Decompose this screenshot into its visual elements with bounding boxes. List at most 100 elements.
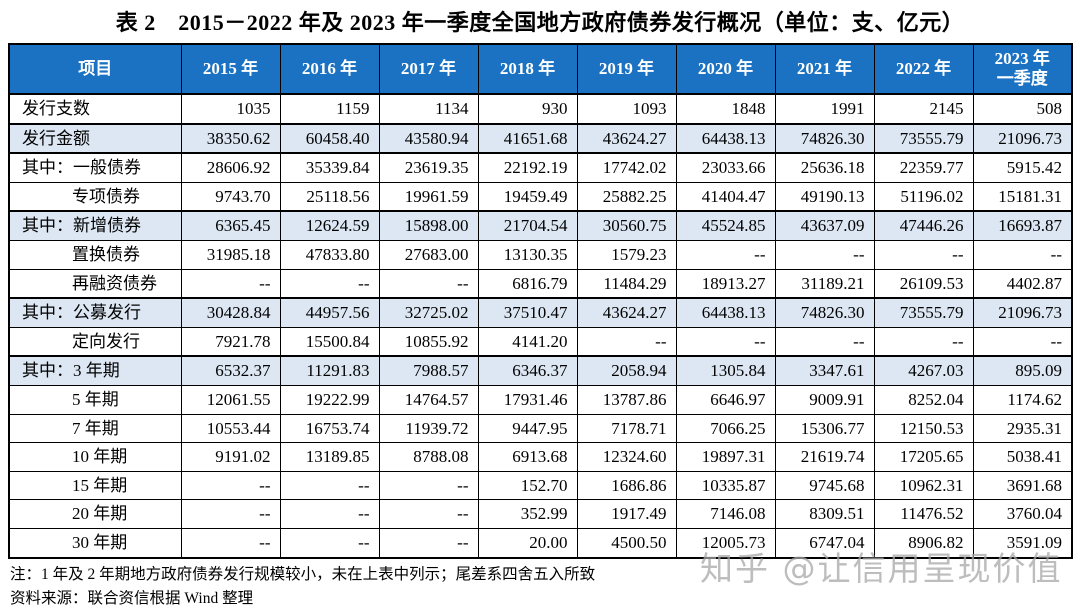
cell-value: 47446.26 (873, 210, 974, 241)
table-row: 15 年期 -- -- -- 152.70 1686.86 10335.87 9745.68 1… (8, 470, 1073, 501)
cell-value: 7146.08 (675, 499, 776, 529)
cell-value: 6646.97 (675, 384, 776, 415)
cell-value: 43624.27 (576, 122, 677, 154)
cell-value: -- (675, 326, 776, 357)
cell-value: 16693.87 (972, 210, 1073, 241)
table-row: 其中：一般债券 28606.92 35339.84 23619.35 22192.19 1… (8, 152, 1073, 183)
cell-value: 28606.92 (180, 152, 281, 183)
cell-value: 25882.25 (576, 181, 677, 212)
cell-value: 352.99 (477, 499, 578, 529)
cell-value: 930 (477, 93, 578, 125)
cell-value: 7988.57 (378, 355, 479, 386)
cell-value: 17742.02 (576, 152, 677, 183)
column-header: 2018 年 (477, 43, 578, 95)
cell-value: 11476.52 (873, 499, 974, 529)
cell-value: -- (279, 499, 380, 529)
cell-value: -- (180, 499, 281, 529)
cell-value: 18913.27 (675, 268, 776, 299)
column-header: 2015 年 (180, 43, 281, 95)
header-row: 项目 2015 年 2016 年 2017 年 2018 年 2019 年 2020 年 20… (8, 43, 1073, 95)
cell-value: -- (774, 326, 875, 357)
cell-value: 1174.62 (972, 384, 1073, 415)
cell-value: 43637.09 (774, 210, 875, 241)
row-label: 发行支数 (8, 93, 182, 125)
row-label: 再融资债券 (8, 268, 182, 299)
cell-value: 74826.30 (774, 122, 875, 154)
row-label: 20 年期 (8, 499, 182, 529)
cell-value: -- (774, 239, 875, 270)
row-label: 专项债券 (8, 181, 182, 212)
cell-value: 1305.84 (675, 355, 776, 386)
cell-value: 21704.54 (477, 210, 578, 241)
cell-value: 25118.56 (279, 181, 380, 212)
cell-value: 49190.13 (774, 181, 875, 212)
cell-value: 17205.65 (873, 442, 974, 472)
cell-value: 45524.85 (675, 210, 776, 241)
cell-value: 15898.00 (378, 210, 479, 241)
cell-value: 2145 (873, 93, 974, 125)
cell-value: -- (378, 499, 479, 529)
cell-value: 12005.73 (675, 527, 776, 559)
cell-value: 22192.19 (477, 152, 578, 183)
column-header: 2016 年 (279, 43, 380, 95)
cell-value: 30560.75 (576, 210, 677, 241)
column-header: 项目 (8, 43, 182, 95)
cell-value: 1848 (675, 93, 776, 125)
table-row: 置换债券 31985.18 47833.80 27683.00 13130.35 1579… (8, 239, 1073, 270)
cell-value: 47833.80 (279, 239, 380, 270)
cell-value: 5915.42 (972, 152, 1073, 183)
row-label: 置换债券 (8, 239, 182, 270)
cell-value: 6816.79 (477, 268, 578, 299)
table-row: 再融资债券 -- -- -- 6816.79 11484.29 18913.27 31189.… (8, 268, 1073, 299)
footnote-line: 注：1 年及 2 年期地方政府债券发行规模较小，未在上表中列示；尾差系四舍五入所… (10, 565, 596, 583)
cell-value: -- (279, 268, 380, 299)
table-row: 其中：3 年期 6532.37 11291.83 7988.57 6346.37 2058… (8, 355, 1073, 386)
cell-value: 4500.50 (576, 527, 677, 559)
cell-value: 15500.84 (279, 326, 380, 357)
cell-value: 14764.57 (378, 384, 479, 415)
cell-value: -- (378, 470, 479, 501)
cell-value: 41651.68 (477, 122, 578, 154)
cell-value: 12061.55 (180, 384, 281, 415)
cell-value: 15181.31 (972, 181, 1073, 212)
column-header: 2019 年 (576, 43, 677, 95)
row-label: 其中：新增债券 (8, 210, 182, 241)
cell-value: 6532.37 (180, 355, 281, 386)
cell-value: 23619.35 (378, 152, 479, 183)
row-label: 7 年期 (8, 413, 182, 444)
cell-value: 32725.02 (378, 297, 479, 328)
table-row: 专项债券 9743.70 25118.56 19961.59 19459.49 25882… (8, 181, 1073, 212)
cell-value: 19222.99 (279, 384, 380, 415)
cell-value: 43624.27 (576, 297, 677, 328)
cell-value: 41404.47 (675, 181, 776, 212)
table-row: 20 年期 -- -- -- 352.99 1917.49 7146.08 8309.51 11… (8, 499, 1073, 529)
cell-value: 13787.86 (576, 384, 677, 415)
cell-value: -- (576, 326, 677, 357)
cell-value: 11939.72 (378, 413, 479, 444)
cell-value: 1686.86 (576, 470, 677, 501)
table-row: 发行金额 38350.62 60458.40 43580.94 41651.68 4362… (8, 122, 1073, 154)
cell-value: 9745.68 (774, 470, 875, 501)
cell-value: 23033.66 (675, 152, 776, 183)
cell-value: 6747.04 (774, 527, 875, 559)
cell-value: 19459.49 (477, 181, 578, 212)
row-label: 5 年期 (8, 384, 182, 415)
cell-value: 20.00 (477, 527, 578, 559)
cell-value: 7921.78 (180, 326, 281, 357)
cell-value: -- (279, 527, 380, 559)
cell-value: 4141.20 (477, 326, 578, 357)
row-label: 其中：公募发行 (8, 297, 182, 328)
cell-value: -- (675, 239, 776, 270)
cell-value: 12150.53 (873, 413, 974, 444)
cell-value: -- (972, 239, 1073, 270)
cell-value: -- (873, 239, 974, 270)
cell-value: -- (180, 527, 281, 559)
row-label: 15 年期 (8, 470, 182, 501)
cell-value: 64438.13 (675, 122, 776, 154)
cell-value: 21619.74 (774, 442, 875, 472)
cell-value: 27683.00 (378, 239, 479, 270)
table-header: 项目 2015 年 2016 年 2017 年 2018 年 2019 年 2020 年 20… (8, 43, 1073, 95)
cell-value: 9447.95 (477, 413, 578, 444)
row-label: 定向发行 (8, 326, 182, 357)
cell-value: 3691.68 (972, 470, 1073, 501)
